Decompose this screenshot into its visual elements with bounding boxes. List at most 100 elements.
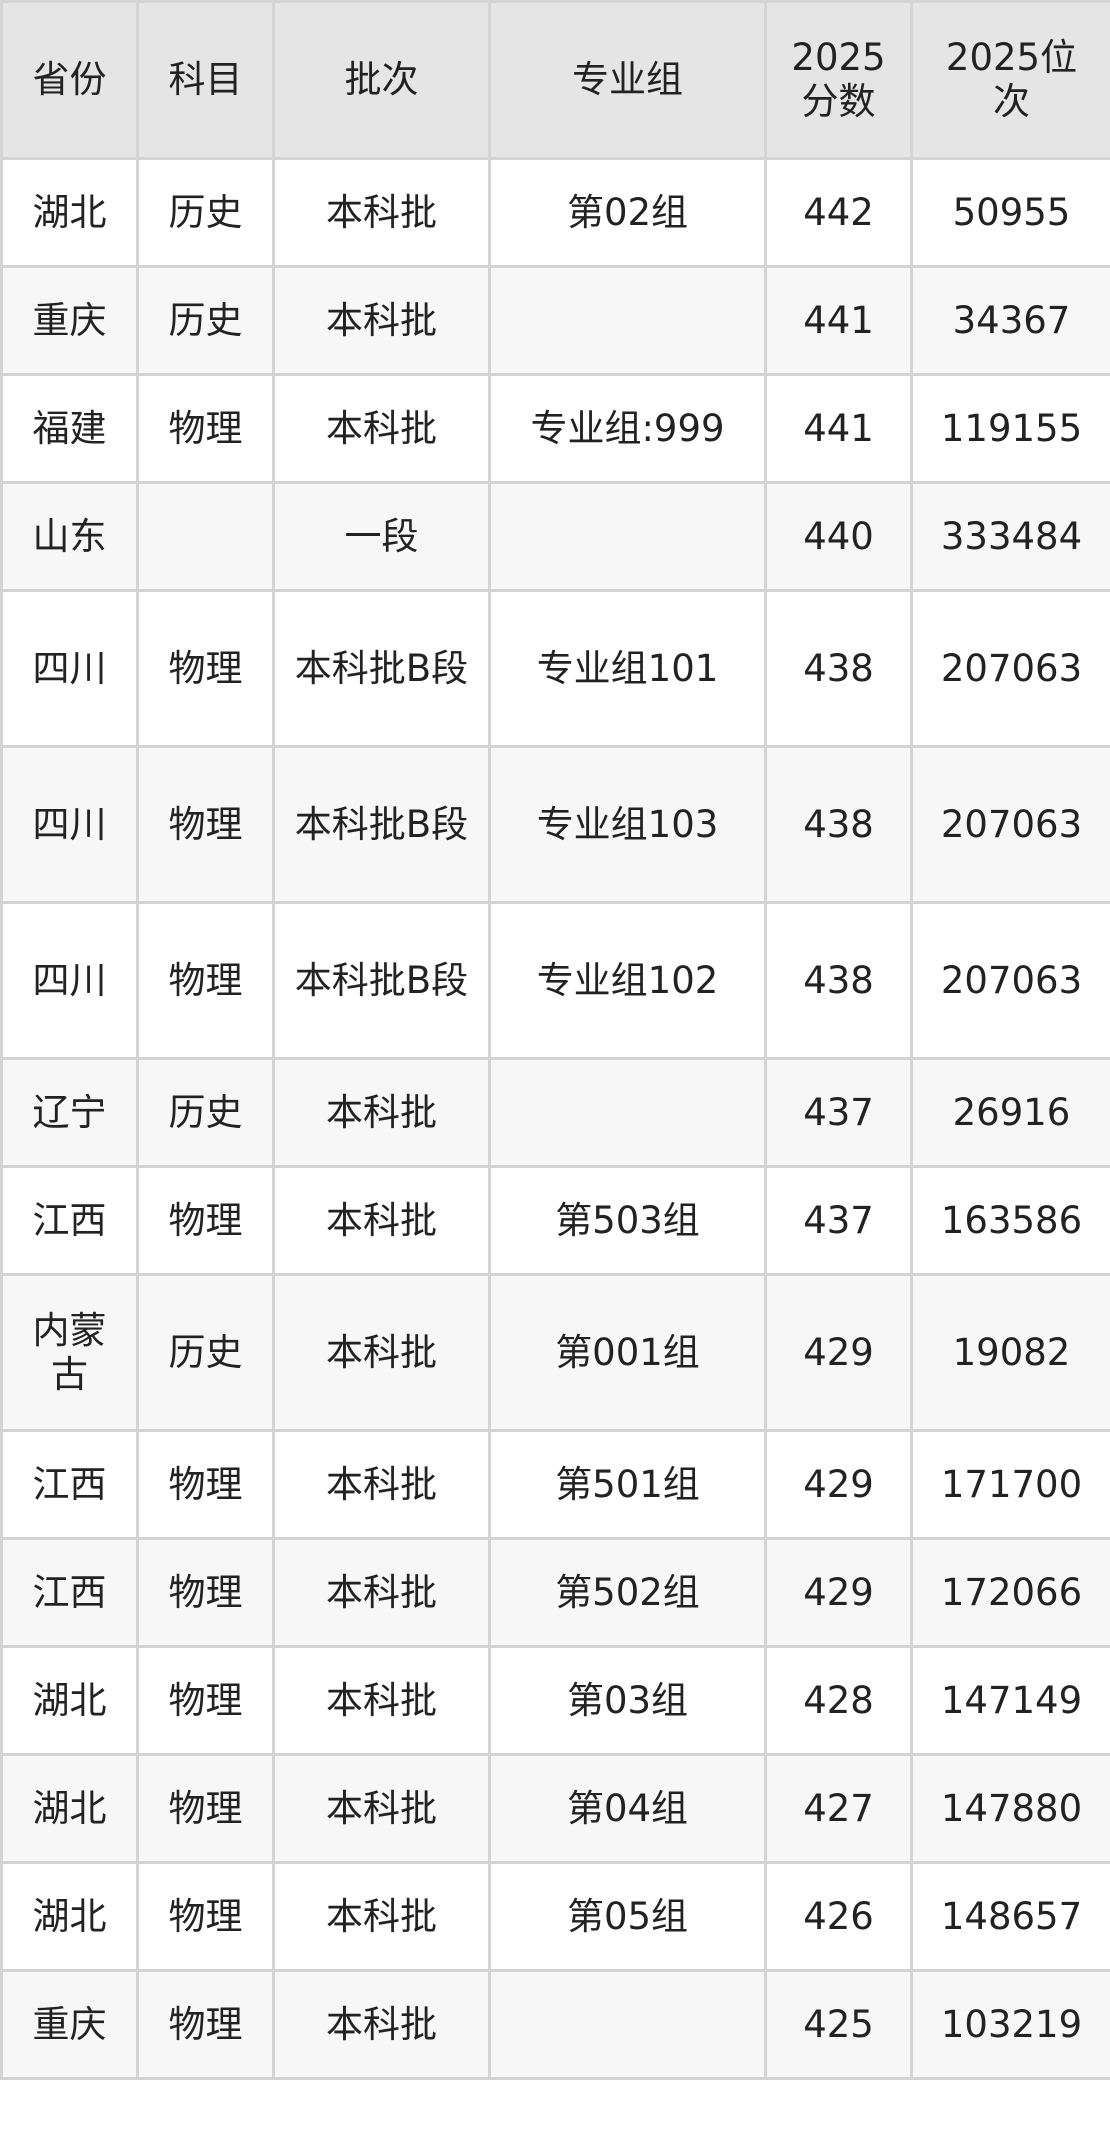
table-row: 四川 物理 本科批B段 专业组101 438 207063: [0, 589, 1110, 748]
column-header-major-group: 专业组: [488, 0, 767, 160]
cell-batch: 本科批: [272, 1537, 491, 1648]
cell-batch: 本科批: [272, 1645, 491, 1756]
cell-major-group: 专业组:999: [488, 373, 767, 484]
cell-subject: 物理: [136, 589, 275, 748]
cell-province: 湖北: [0, 1861, 139, 1972]
cell-province: 四川: [0, 745, 139, 904]
table-row: 福建 物理 本科批 专业组:999 441 119155: [0, 373, 1110, 484]
cell-rank-2025: 147880: [910, 1753, 1110, 1864]
cell-major-group: 专业组103: [488, 745, 767, 904]
column-header-province: 省份: [0, 0, 139, 160]
cell-batch: 本科批B段: [272, 901, 491, 1060]
cell-major-group: 第04组: [488, 1753, 767, 1864]
cell-score-2025: 442: [764, 157, 913, 268]
cell-subject: 物理: [136, 1969, 275, 2080]
cell-major-group: 第503组: [488, 1165, 767, 1276]
cell-score-2025: 429: [764, 1273, 913, 1432]
cell-province: 四川: [0, 901, 139, 1060]
cell-province: 福建: [0, 373, 139, 484]
cell-score-2025: 428: [764, 1645, 913, 1756]
header-row: 省份 科目 批次 专业组 2025分数 2025位次: [0, 0, 1110, 160]
cell-batch: 本科批: [272, 1165, 491, 1276]
cell-rank-2025: 207063: [910, 745, 1110, 904]
cell-score-2025: 426: [764, 1861, 913, 1972]
cell-subject: 物理: [136, 901, 275, 1060]
cell-score-2025: 425: [764, 1969, 913, 2080]
cell-rank-2025: 207063: [910, 589, 1110, 748]
cell-rank-2025: 34367: [910, 265, 1110, 376]
cell-province: 重庆: [0, 265, 139, 376]
cell-major-group: 第05组: [488, 1861, 767, 1972]
cell-score-2025: 427: [764, 1753, 913, 1864]
cell-batch: 本科批: [272, 1969, 491, 2080]
cell-rank-2025: 19082: [910, 1273, 1110, 1432]
cell-score-2025: 438: [764, 745, 913, 904]
cell-subject: 历史: [136, 265, 275, 376]
cell-province: 江西: [0, 1429, 139, 1540]
table-row: 湖北 物理 本科批 第03组 428 147149: [0, 1645, 1110, 1756]
cell-major-group: 第02组: [488, 157, 767, 268]
table-row: 江西 物理 本科批 第503组 437 163586: [0, 1165, 1110, 1276]
column-header-subject: 科目: [136, 0, 275, 160]
cell-batch: 本科批: [272, 1753, 491, 1864]
cell-rank-2025: 163586: [910, 1165, 1110, 1276]
cell-rank-2025: 103219: [910, 1969, 1110, 2080]
table-row: 山东 一段 440 333484: [0, 481, 1110, 592]
table-row: 重庆 历史 本科批 441 34367: [0, 265, 1110, 376]
cell-subject: 历史: [136, 1057, 275, 1168]
cell-score-2025: 437: [764, 1057, 913, 1168]
cell-score-2025: 437: [764, 1165, 913, 1276]
cell-rank-2025: 50955: [910, 157, 1110, 268]
cell-major-group: 第03组: [488, 1645, 767, 1756]
cell-score-2025: 438: [764, 901, 913, 1060]
table-row: 江西 物理 本科批 第502组 429 172066: [0, 1537, 1110, 1648]
cell-score-2025: 440: [764, 481, 913, 592]
column-header-rank-2025: 2025位次: [910, 0, 1110, 160]
cell-batch: 本科批: [272, 265, 491, 376]
cell-province: 辽宁: [0, 1057, 139, 1168]
cell-subject: 物理: [136, 1645, 275, 1756]
cell-rank-2025: 172066: [910, 1537, 1110, 1648]
cell-rank-2025: 333484: [910, 481, 1110, 592]
cell-subject: 物理: [136, 1429, 275, 1540]
table-row: 辽宁 历史 本科批 437 26916: [0, 1057, 1110, 1168]
cell-province: 重庆: [0, 1969, 139, 2080]
cell-batch: 本科批: [272, 373, 491, 484]
cell-batch: 本科批: [272, 157, 491, 268]
table-row: 四川 物理 本科批B段 专业组103 438 207063: [0, 745, 1110, 904]
cell-score-2025: 429: [764, 1429, 913, 1540]
cell-subject: 物理: [136, 1537, 275, 1648]
cell-rank-2025: 207063: [910, 901, 1110, 1060]
cell-subject: [136, 481, 275, 592]
cell-rank-2025: 26916: [910, 1057, 1110, 1168]
cell-batch: 一段: [272, 481, 491, 592]
table-row: 湖北 物理 本科批 第04组 427 147880: [0, 1753, 1110, 1864]
cell-subject: 物理: [136, 373, 275, 484]
cell-major-group: 专业组102: [488, 901, 767, 1060]
cell-major-group: [488, 1057, 767, 1168]
cell-province: 湖北: [0, 1645, 139, 1756]
cell-subject: 历史: [136, 1273, 275, 1432]
cell-major-group: [488, 1969, 767, 2080]
cell-province: 内蒙古: [0, 1273, 139, 1432]
score-table: 省份 科目 批次 专业组 2025分数 2025位次 湖北 历史 本科批 第02组 442 5095…: [0, 0, 1110, 2080]
table-row: 江西 物理 本科批 第501组 429 171700: [0, 1429, 1110, 1540]
table-row: 四川 物理 本科批B段 专业组102 438 207063: [0, 901, 1110, 1060]
cell-subject: 历史: [136, 157, 275, 268]
cell-rank-2025: 119155: [910, 373, 1110, 484]
cell-major-group: [488, 265, 767, 376]
cell-province: 湖北: [0, 157, 139, 268]
cell-batch: 本科批: [272, 1429, 491, 1540]
cell-major-group: 第001组: [488, 1273, 767, 1432]
cell-province: 四川: [0, 589, 139, 748]
cell-batch: 本科批: [272, 1273, 491, 1432]
cell-batch: 本科批B段: [272, 589, 491, 748]
cell-subject: 物理: [136, 745, 275, 904]
cell-province: 山东: [0, 481, 139, 592]
table-row: 内蒙古 历史 本科批 第001组 429 19082: [0, 1273, 1110, 1432]
cell-score-2025: 441: [764, 373, 913, 484]
cell-major-group: 第502组: [488, 1537, 767, 1648]
cell-major-group: 专业组101: [488, 589, 767, 748]
column-header-batch: 批次: [272, 0, 491, 160]
cell-major-group: [488, 481, 767, 592]
